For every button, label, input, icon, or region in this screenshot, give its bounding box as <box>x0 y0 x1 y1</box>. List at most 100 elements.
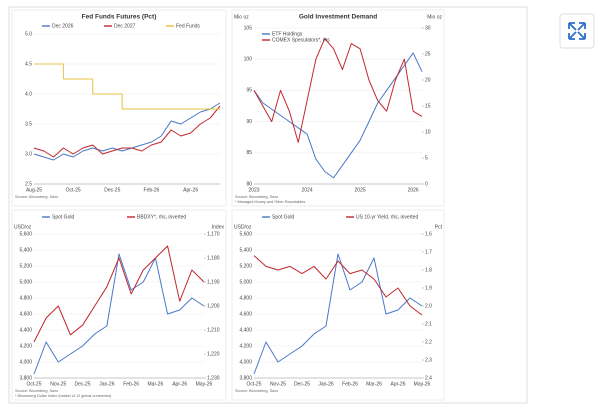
chart-title: Fed Funds Futures (Pct) <box>82 14 157 21</box>
series-line <box>253 37 423 143</box>
y-tick-label: 4.5 <box>25 61 32 67</box>
x-tick-label: May-26 <box>414 381 431 387</box>
x-tick-label: 2024 <box>301 187 312 193</box>
series-line <box>33 105 221 158</box>
x-tick-label: Feb-26 <box>342 381 358 387</box>
x-tick-label: Aug-25 <box>26 187 42 193</box>
y2-tick-label: 1,230 <box>207 375 220 381</box>
legend-label: Fed Funds <box>176 23 200 29</box>
y-axis-label: USD/oz <box>14 224 32 230</box>
legend-label: Dec 2026 <box>52 23 74 29</box>
x-tick-label: Nov-25 <box>270 381 286 387</box>
legend-label: Spot Gold <box>52 214 74 220</box>
legend-label: ETF Holdings <box>272 31 303 37</box>
y2-tick-label: 5 <box>425 155 428 161</box>
y-tick-label: 4.0 <box>25 91 32 97</box>
y-tick-label: 4,200 <box>239 343 252 349</box>
x-tick-label: Apr-26 <box>172 381 187 387</box>
x-tick-label: Dec-25 <box>104 187 120 193</box>
legend-label: US 10-yr Yield, rhs, inverted <box>356 214 418 220</box>
y2-tick-label: 2.3 <box>425 357 432 363</box>
source-note: Source: Bloomberg, Saxo <box>15 389 58 393</box>
y-tick-label: 4,600 <box>19 311 32 317</box>
y-tick-label: 5.0 <box>25 31 32 37</box>
y-tick-label: 3,800 <box>19 375 32 381</box>
y2-axis-label: Pct <box>435 224 443 230</box>
x-tick-label: Oct-25 <box>246 381 261 387</box>
x-tick-label: Apr-26 <box>183 187 198 193</box>
source-note: Source: Bloomberg, Saxo <box>235 389 278 393</box>
y-tick-label: 4,800 <box>19 295 32 301</box>
series-line <box>253 255 423 316</box>
y-tick-label: 5,400 <box>239 247 252 253</box>
legend-label: BBDXY*, rhs, inverted <box>137 214 186 220</box>
x-tick-label: 2025 <box>355 187 366 193</box>
x-tick-label: Feb-26 <box>123 381 139 387</box>
x-tick-label: Feb-26 <box>144 187 160 193</box>
legend-label: Dec 2027 <box>114 23 136 29</box>
y-tick-label: 4,000 <box>19 359 32 365</box>
y-axis-label: Mio oz <box>234 14 249 20</box>
y2-tick-label: 20 <box>425 77 431 83</box>
y-tick-label: 5,200 <box>239 263 252 269</box>
y-tick-label: 4,200 <box>19 343 32 349</box>
x-tick-label: Dec-25 <box>294 381 310 387</box>
y2-tick-label: 1,170 <box>207 231 220 237</box>
y-tick-label: 105 <box>244 25 253 31</box>
x-tick-label: 2023 <box>248 187 259 193</box>
x-tick-label: Apr-26 <box>390 381 405 387</box>
y-tick-label: 100 <box>244 57 253 63</box>
y-tick-label: 3,800 <box>239 375 252 381</box>
legend-label: COMEX Speculators*, rhs <box>272 37 330 43</box>
y-tick-label: 5,400 <box>19 247 32 253</box>
y-tick-label: 90 <box>246 119 252 125</box>
y-tick-label: 3.5 <box>25 121 32 127</box>
y2-tick-label: 1.8 <box>425 267 432 273</box>
y-tick-label: 5,000 <box>19 279 32 285</box>
series-line <box>33 102 221 161</box>
y2-tick-label: 2.2 <box>425 339 432 345</box>
y-tick-label: 4,800 <box>239 295 252 301</box>
y2-tick-label: 30 <box>425 25 431 31</box>
y2-tick-label: 1.6 <box>425 231 432 237</box>
source-note: Source: Bloomberg, Saxo <box>235 195 278 199</box>
y2-tick-label: 1,190 <box>207 279 220 285</box>
y-tick-label: 5,000 <box>239 279 252 285</box>
y2-tick-label: 1,210 <box>207 327 220 333</box>
series-line <box>253 253 423 375</box>
y2-tick-label: 2.1 <box>425 321 432 327</box>
panel <box>231 209 445 401</box>
y-tick-label: 4,600 <box>239 311 252 317</box>
y-axis-label: USD/oz <box>234 224 252 230</box>
y-tick-label: 85 <box>246 150 252 156</box>
y-tick-label: 4,400 <box>239 327 252 333</box>
footnote: * Bloomberg Dollar Index (basket of 12 g… <box>15 394 112 398</box>
x-tick-label: Dec-25 <box>75 381 91 387</box>
y-tick-label: 2.5 <box>25 181 32 187</box>
y2-tick-label: 0 <box>425 181 428 187</box>
footnote: * Managed Money and Other Reportables <box>235 200 305 204</box>
x-tick-label: May-26 <box>196 381 213 387</box>
series-line <box>33 245 205 343</box>
y-tick-label: 95 <box>246 88 252 94</box>
x-tick-label: Jan-26 <box>99 381 115 387</box>
y-tick-label: 3.0 <box>25 151 32 157</box>
y-tick-label: 5,200 <box>19 263 32 269</box>
x-tick-label: Jan-26 <box>318 381 334 387</box>
series-line <box>253 52 423 179</box>
x-tick-label: Mar-26 <box>148 381 164 387</box>
y-tick-label: 4,400 <box>19 327 32 333</box>
panel <box>11 9 227 207</box>
expand-button[interactable] <box>559 13 595 49</box>
y-tick-label: 4,000 <box>239 359 252 365</box>
x-tick-label: Nov-25 <box>50 381 66 387</box>
panel <box>231 9 445 207</box>
y-tick-label: 80 <box>246 181 252 187</box>
panel <box>11 209 227 401</box>
y2-tick-label: 15 <box>425 103 431 109</box>
y2-tick-label: 2.4 <box>425 375 432 381</box>
y2-axis-label: Mio oz <box>427 14 442 20</box>
y2-tick-label: 1.9 <box>425 285 432 291</box>
y2-tick-label: 2.0 <box>425 303 432 309</box>
